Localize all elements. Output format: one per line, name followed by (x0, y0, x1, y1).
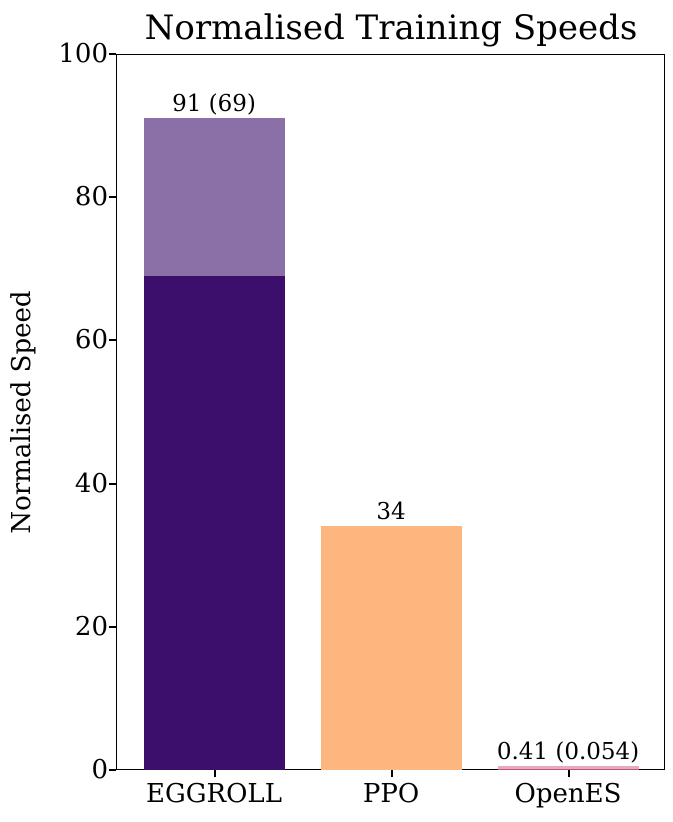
bar-eggroll-inner (144, 276, 285, 770)
y-tick-100: 100 (58, 39, 108, 69)
bar-openes-total (498, 766, 639, 770)
y-tick-60: 60 (74, 325, 108, 355)
x-tick-eggroll: EGGROLL (146, 779, 282, 809)
y-tick-mark (109, 769, 116, 771)
y-tick-20: 20 (74, 612, 108, 642)
y-tick-mark (109, 196, 116, 198)
x-tick-mark (391, 770, 393, 777)
bar-ppo (321, 526, 462, 770)
bar-label-eggroll: 91 (69) (172, 91, 256, 117)
bar-label-ppo: 34 (376, 499, 406, 525)
x-tick-mark (568, 770, 570, 777)
y-tick-mark (109, 483, 116, 485)
y-tick-40: 40 (74, 469, 108, 499)
x-tick-ppo: PPO (362, 779, 420, 809)
x-tick-openes: OpenES (514, 779, 622, 809)
x-tick-mark (214, 770, 216, 777)
bar-openes-inner (498, 769, 639, 770)
y-tick-0: 0 (91, 755, 108, 785)
y-tick-mark (109, 53, 116, 55)
y-tick-80: 80 (74, 182, 108, 212)
bar-label-openes: 0.41 (0.054) (496, 739, 640, 765)
y-tick-mark (109, 626, 116, 628)
chart-title: Normalised Training Speeds (144, 8, 638, 48)
y-tick-mark (109, 339, 116, 341)
y-axis-label: Normalised Speed (7, 290, 37, 534)
